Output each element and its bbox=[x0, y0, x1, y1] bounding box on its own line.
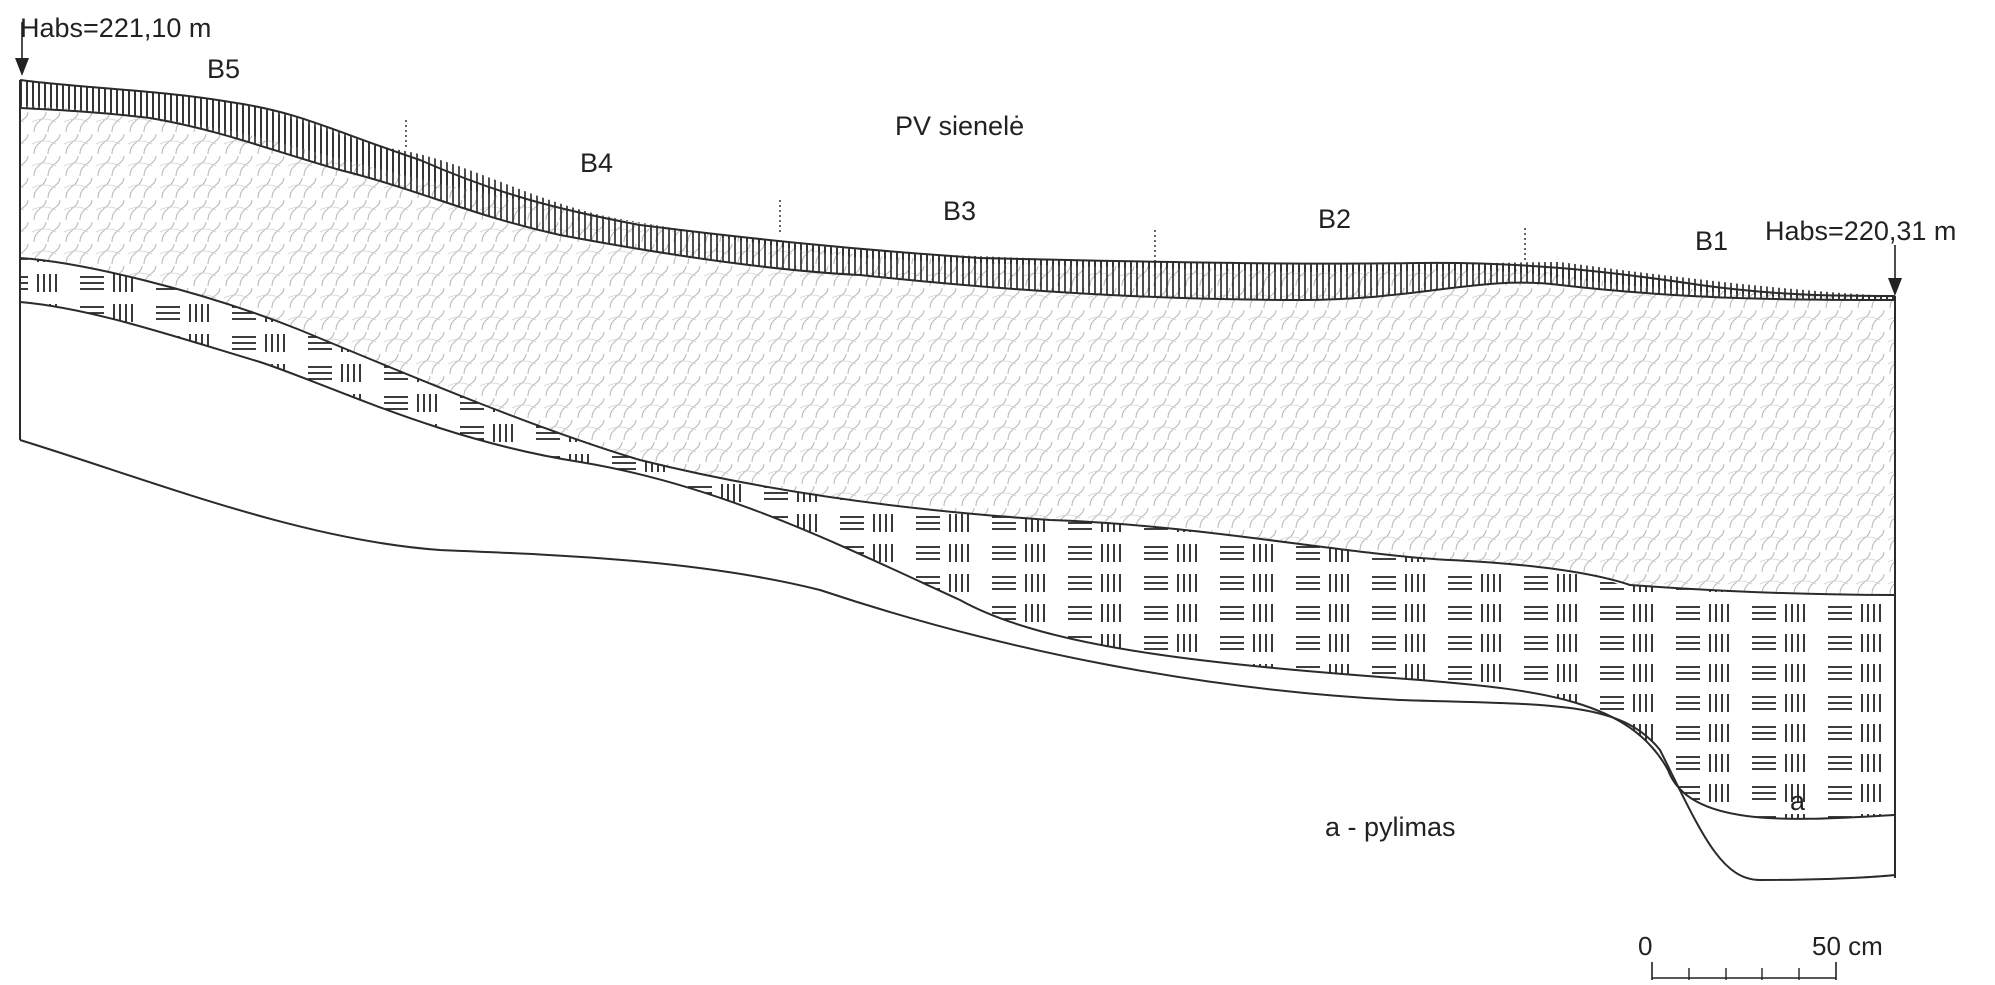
wall-title: PV sienelė bbox=[895, 111, 1024, 141]
sod-base-line bbox=[19, 107, 1896, 302]
section-label-b1: B1 bbox=[1695, 226, 1728, 256]
left-elevation-arrow bbox=[15, 22, 29, 76]
fill-layer-legend: a - pylimas bbox=[1325, 812, 1456, 842]
layer-scale-hatch bbox=[20, 105, 1895, 595]
scale-bar-start: 0 bbox=[1638, 931, 1652, 961]
layer-dash-hatch bbox=[20, 258, 1895, 819]
section-label-b3: B3 bbox=[943, 196, 976, 226]
left-elevation-label: Habs=221,10 m bbox=[20, 13, 211, 43]
scale-bar bbox=[1651, 962, 1837, 980]
layer-pylimas bbox=[20, 300, 1895, 880]
surface-line bbox=[19, 79, 1896, 297]
dash-base-line bbox=[19, 301, 1896, 820]
fill-marker-label: a bbox=[1790, 786, 1806, 816]
right-elevation-label: Habs=220,31 m bbox=[1765, 216, 1956, 246]
section-label-b2: B2 bbox=[1318, 204, 1351, 234]
right-elevation-arrow bbox=[1888, 245, 1902, 296]
scale-base-line bbox=[19, 257, 1896, 596]
section-label-b5: B5 bbox=[207, 54, 240, 84]
fill-base-line bbox=[19, 439, 1896, 882]
section-label-b4: B4 bbox=[580, 148, 613, 178]
layer-top-hatch-body bbox=[20, 80, 1895, 300]
scale-bar-end: 50 cm bbox=[1812, 931, 1883, 961]
